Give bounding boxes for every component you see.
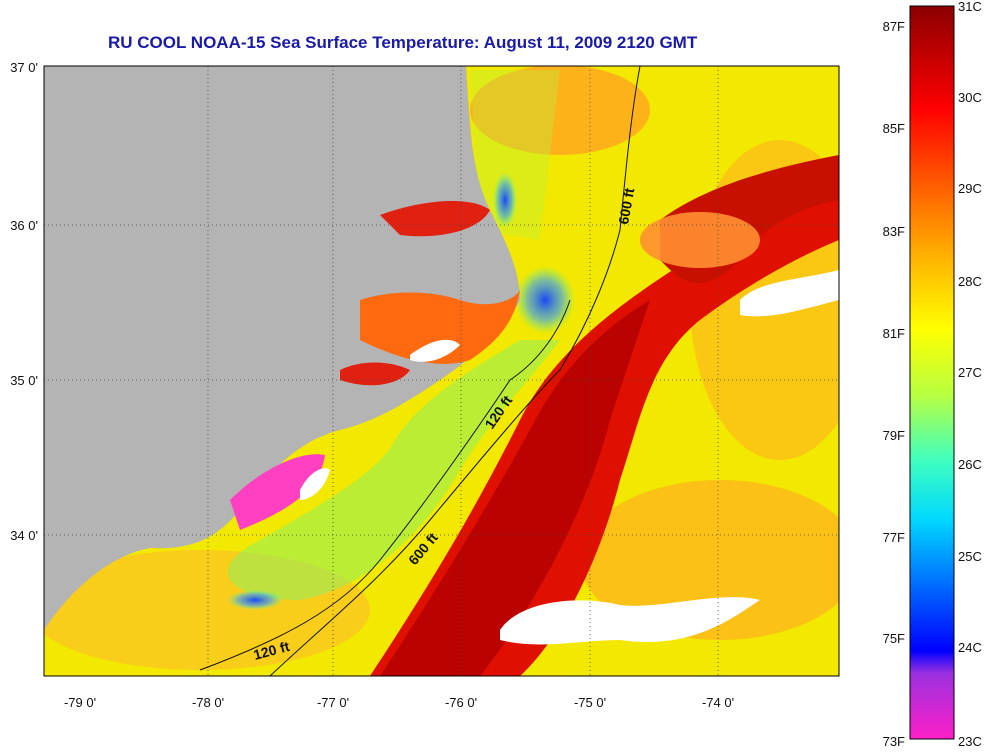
- cold-patch-north: [493, 172, 517, 228]
- albemarle-sound: [380, 200, 490, 237]
- colorbar-c-23: 23C: [958, 734, 982, 749]
- colorbar-f-73: 73F: [883, 734, 905, 749]
- cloud-near-coast: [300, 468, 330, 500]
- colorbar-f-85: 85F: [883, 121, 905, 136]
- contour-120ft-line: [199, 299, 571, 671]
- cloud-patch-east: [740, 270, 839, 317]
- colorbar-f-87: 87F: [883, 19, 905, 34]
- colorbar-c-31: 31C: [958, 0, 982, 14]
- longitude-label-79: -79 0': [64, 695, 96, 710]
- latitude-label-36: 36 0': [10, 218, 38, 233]
- gulf-stream-core: [380, 300, 650, 676]
- latitude-label-35: 35 0': [10, 373, 38, 388]
- colorbar-f-81: 81F: [883, 326, 905, 341]
- latitude-label-34: 34 0': [10, 528, 38, 543]
- cold-patch-south: [227, 590, 283, 610]
- pamlico-sound: [360, 290, 520, 364]
- cloud-contaminated-area: [230, 454, 325, 530]
- longitude-label-77: -77 0': [317, 695, 349, 710]
- warm-patch-southeast: [580, 480, 839, 640]
- colorbar-f-75: 75F: [883, 631, 905, 646]
- shelf-water-north: [470, 70, 560, 240]
- cold-upwelling: [515, 266, 575, 334]
- colorbar-f-77: 77F: [883, 530, 905, 545]
- land-mass: [44, 66, 520, 630]
- warm-eddy: [640, 212, 760, 268]
- latitude-label-37: 37 0': [10, 60, 38, 75]
- colorbar-f-79: 79F: [883, 428, 905, 443]
- map-graticule: [44, 66, 839, 676]
- contour-label-600ft-north: 600 ft: [615, 186, 637, 225]
- longitude-label-78: -78 0': [192, 695, 224, 710]
- colorbar-c-30: 30C: [958, 90, 982, 105]
- cloud-in-sound: [410, 339, 460, 362]
- shelf-water: [227, 340, 560, 600]
- colorbar-c-26: 26C: [958, 457, 982, 472]
- neuse-river: [340, 362, 410, 386]
- map-frame: [43, 65, 840, 677]
- map-title: RU COOL NOAA-15 Sea Surface Temperature:…: [108, 33, 698, 52]
- colorbar-c-24: 24C: [958, 640, 982, 655]
- cloud-patch-south: [500, 597, 760, 645]
- colorbar-c-25: 25C: [958, 549, 982, 564]
- longitude-label-74: -74 0': [702, 695, 734, 710]
- colorbar-c-29: 29C: [958, 181, 982, 196]
- warm-patch-north: [470, 66, 650, 155]
- colorbar-f-83: 83F: [883, 224, 905, 239]
- colorbar-c-28: 28C: [958, 274, 982, 289]
- longitude-label-76: -76 0': [445, 695, 477, 710]
- longitude-label-75: -75 0': [574, 695, 606, 710]
- contour-600ft-line: [269, 66, 641, 676]
- sst-map: [44, 66, 839, 676]
- colorbar-c-27: 27C: [958, 365, 982, 380]
- temperature-colorbar: [909, 5, 955, 740]
